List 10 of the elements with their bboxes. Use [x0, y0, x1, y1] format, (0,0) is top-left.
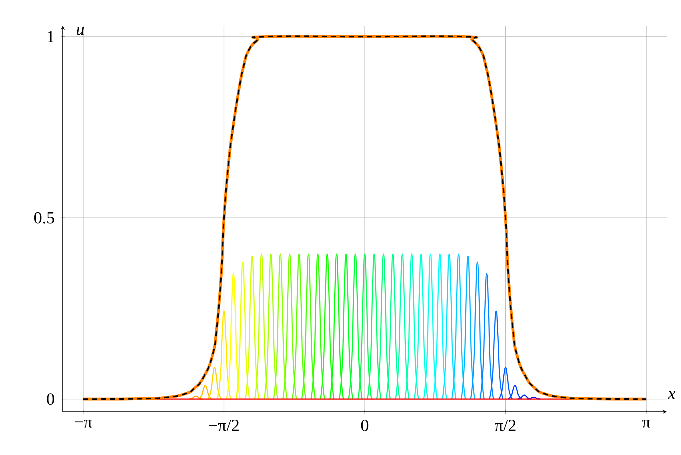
x-tick-label: π/2 [495, 420, 516, 432]
y-axis-title: u [77, 27, 84, 36]
x-tick-label: −π/2 [209, 420, 239, 432]
y-tick-label: 1 [48, 31, 54, 42]
y-tick-label: 0 [47, 394, 54, 406]
x-tick-label: −π [75, 420, 92, 428]
x-tick-label: π [642, 420, 651, 428]
x-axis-title: x [668, 391, 676, 400]
y-tick-label: 0.5 [34, 212, 54, 224]
x-tick-label: 0 [361, 420, 369, 432]
